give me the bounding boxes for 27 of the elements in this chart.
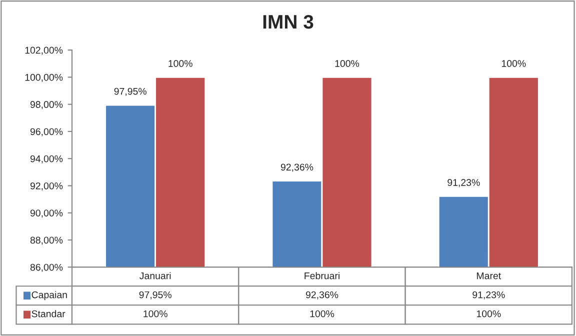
data-label: 100% (476, 310, 501, 318)
data-label: 100% (310, 310, 334, 318)
text: 97,95% (114, 88, 146, 96)
chart-title: IMN 3 (263, 14, 314, 29)
y-tick-label: 98,00% (30, 101, 63, 110)
y-tick-label: 96,00% (30, 128, 63, 136)
x-tick-label: Maret (477, 272, 501, 280)
y-tick-label: 90,00% (30, 210, 63, 218)
data-label: 91,23% (472, 291, 505, 300)
y-tick-label: 94,00% (30, 155, 63, 164)
y-tick-label: 86,00% (30, 264, 63, 272)
data-label: 100% (144, 310, 168, 318)
x-tick-label: Januari (140, 272, 171, 280)
data-label: 97,95% (139, 291, 172, 300)
y-tick-label: 88,00% (30, 236, 63, 245)
text: 100% (168, 60, 192, 67)
y-tick-label: 102,00% (25, 46, 63, 55)
text: 91,23% (448, 179, 480, 188)
legend-label: Standar (32, 310, 66, 318)
data-label: 92,36% (306, 291, 338, 300)
text: 100% (502, 60, 526, 67)
text: 92,36% (280, 164, 314, 172)
legend-label: Capaian (32, 291, 67, 300)
y-tick-label: 100,00% (25, 74, 63, 82)
x-tick-label: Februari (304, 272, 340, 280)
text: 100% (335, 60, 360, 67)
y-tick-label: 92,00% (30, 182, 63, 190)
